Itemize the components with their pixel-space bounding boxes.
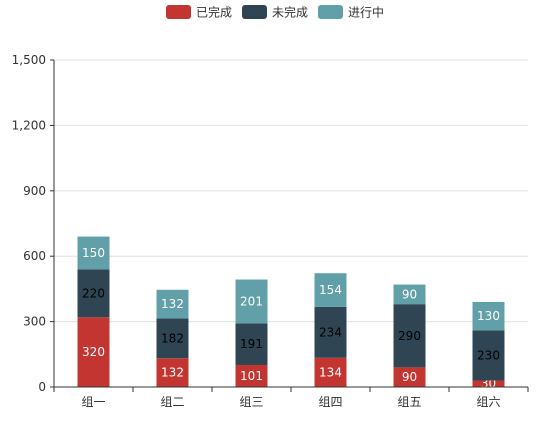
bar-segment[interactable] bbox=[314, 357, 347, 387]
legend-label: 未完成 bbox=[272, 5, 308, 20]
grid-lines bbox=[54, 59, 528, 323]
x-tick-label: 组六 bbox=[476, 395, 500, 409]
bar-segment[interactable] bbox=[156, 289, 189, 319]
x-tick-label: 组二 bbox=[160, 395, 184, 409]
bar-segment[interactable] bbox=[314, 273, 347, 307]
x-tick-label: 组一 bbox=[81, 395, 105, 409]
y-tick-label: 900 bbox=[23, 184, 46, 198]
bar-segment[interactable] bbox=[472, 330, 505, 381]
bar-segment[interactable] bbox=[77, 269, 110, 318]
bar-segment[interactable] bbox=[235, 279, 268, 324]
x-tick-label: 组三 bbox=[239, 395, 263, 409]
legend-item[interactable]: 进行中 bbox=[318, 5, 384, 20]
bar-segment[interactable] bbox=[314, 306, 347, 358]
y-tick-label: 1,500 bbox=[12, 53, 46, 67]
bar-value-label: 154 bbox=[319, 283, 342, 297]
bar-value-label: 134 bbox=[319, 365, 342, 379]
bar-segment[interactable] bbox=[393, 304, 426, 368]
bar-value-label: 191 bbox=[240, 337, 263, 351]
legend-item[interactable]: 未完成 bbox=[242, 5, 308, 20]
bar-segment[interactable] bbox=[235, 364, 268, 387]
bar-value-label: 201 bbox=[240, 294, 263, 308]
x-axis: 组一 组二 组三 组四 组五 组六 bbox=[53, 386, 529, 409]
bar-segment[interactable] bbox=[393, 367, 426, 387]
legend: 已完成 未完成 进行中 bbox=[166, 5, 384, 20]
bar-value-label: 101 bbox=[240, 369, 263, 383]
bar-value-label: 132 bbox=[161, 366, 184, 380]
y-tick-label: 1,200 bbox=[12, 118, 46, 132]
y-tick-label: 600 bbox=[23, 249, 46, 263]
bar-value-label: 234 bbox=[319, 325, 342, 339]
bar-value-label: 90 bbox=[402, 370, 417, 384]
bar-segment[interactable] bbox=[156, 358, 189, 387]
legend-label: 已完成 bbox=[196, 5, 232, 20]
bar-segment[interactable] bbox=[156, 318, 189, 359]
bar-segment[interactable] bbox=[393, 284, 426, 305]
bar-segment[interactable] bbox=[77, 317, 110, 387]
bar-value-label: 182 bbox=[161, 331, 184, 345]
y-tick-label: 0 bbox=[38, 380, 46, 394]
bars: 320 220 150 132 182 132 101 191 201 134 234 154 90 29… bbox=[77, 236, 505, 391]
bar-value-label: 220 bbox=[82, 286, 105, 300]
y-axis: 0 300 600 900 1,200 1,500 bbox=[12, 53, 55, 394]
bar-segment[interactable] bbox=[472, 301, 505, 331]
bar-value-label: 290 bbox=[398, 329, 421, 343]
bar-segment[interactable] bbox=[77, 236, 110, 270]
bar-value-label: 90 bbox=[402, 287, 417, 301]
legend-swatch bbox=[242, 5, 267, 19]
bar-value-label: 130 bbox=[477, 309, 500, 323]
bar-value-label: 132 bbox=[161, 297, 184, 311]
legend-label: 进行中 bbox=[348, 5, 384, 20]
legend-swatch bbox=[318, 5, 343, 19]
legend-item[interactable]: 已完成 bbox=[166, 5, 232, 20]
x-tick-label: 组四 bbox=[318, 395, 342, 409]
bar-value-label: 150 bbox=[82, 246, 105, 260]
legend-swatch bbox=[166, 5, 191, 19]
bar-value-label: 230 bbox=[477, 348, 500, 362]
x-tick-label: 组五 bbox=[397, 395, 421, 409]
bar-segment[interactable] bbox=[472, 380, 505, 387]
bar-segment[interactable] bbox=[235, 323, 268, 365]
bar-value-label: 320 bbox=[82, 345, 105, 359]
y-tick-label: 300 bbox=[23, 315, 46, 329]
